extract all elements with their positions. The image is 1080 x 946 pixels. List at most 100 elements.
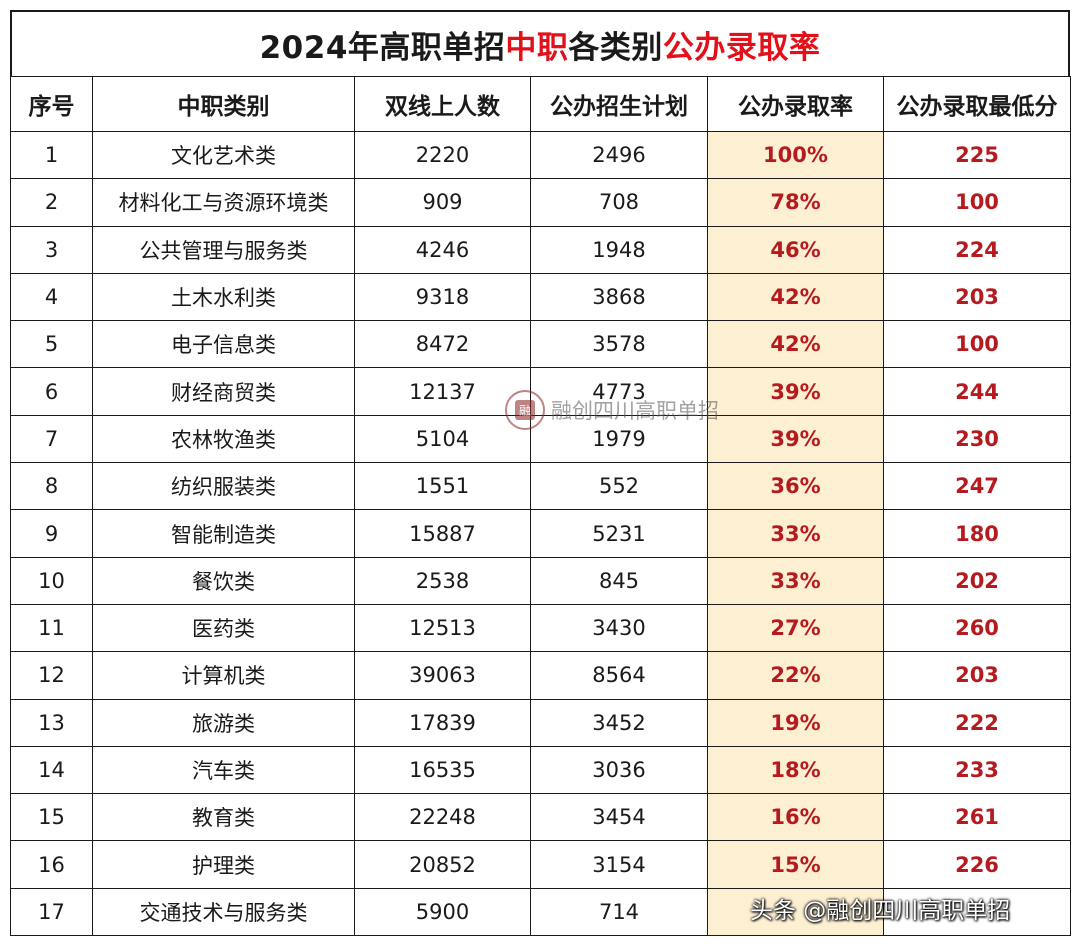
title-part-3: 各类别 [568, 29, 663, 66]
cell-min-score: 244 [883, 367, 1071, 416]
header-min-score: 公办录取最低分 [883, 76, 1071, 132]
cell-no: 11 [10, 603, 93, 653]
cell-no: 3 [10, 225, 93, 274]
cell-online-count: 909 [354, 178, 531, 227]
seal-logo-icon: 融 [505, 390, 545, 430]
title-part-1: 2024年高职单招 [259, 29, 506, 66]
cell-online-count: 2220 [354, 130, 531, 180]
cell-admission-rate [707, 887, 884, 937]
cell-online-count: 5900 [354, 887, 531, 937]
cell-min-score: 203 [883, 272, 1071, 322]
cell-admission-rate: 33% [707, 509, 884, 558]
table-row: 13 旅游类 17839 3452 19% 222 [10, 698, 1071, 747]
cell-min-score: 230 [883, 414, 1071, 464]
table-row: 9 智能制造类 15887 5231 33% 180 [10, 509, 1071, 558]
cell-no: 2 [10, 178, 93, 227]
cell-public-plan: 5231 [530, 509, 708, 558]
cell-public-plan: 1979 [530, 414, 708, 464]
cell-no: 17 [10, 887, 93, 937]
cell-admission-rate: 42% [707, 320, 884, 369]
cell-category: 文化艺术类 [92, 130, 355, 180]
cell-min-score: 222 [883, 698, 1071, 747]
table-row: 10 餐饮类 2538 845 33% 202 [10, 556, 1071, 605]
cell-online-count: 5104 [354, 414, 531, 464]
cell-public-plan: 3578 [530, 320, 708, 369]
cell-public-plan: 552 [530, 462, 708, 511]
cell-admission-rate: 16% [707, 793, 884, 842]
cell-category: 纺织服装类 [92, 462, 355, 511]
header-no: 序号 [10, 76, 93, 132]
cell-min-score: 224 [883, 225, 1071, 274]
cell-admission-rate: 39% [707, 414, 884, 464]
cell-no: 9 [10, 509, 93, 558]
title-part-2: 中职 [505, 29, 569, 66]
header-row: 序号 中职类别 双线上人数 公办招生计划 公办录取率 公办录取最低分 [10, 76, 1071, 132]
cell-category: 交通技术与服务类 [92, 887, 355, 937]
cell-no: 10 [10, 556, 93, 605]
cell-online-count: 12513 [354, 603, 531, 653]
cell-admission-rate: 15% [707, 840, 884, 889]
cell-min-score: 226 [883, 840, 1071, 889]
table-row: 2 材料化工与资源环境类 909 708 78% 100 [10, 178, 1071, 227]
cell-category: 智能制造类 [92, 509, 355, 558]
cell-no: 14 [10, 745, 93, 795]
cell-online-count: 1551 [354, 462, 531, 511]
cell-admission-rate: 19% [707, 698, 884, 747]
table-row: 14 汽车类 16535 3036 18% 233 [10, 745, 1071, 795]
cell-category: 旅游类 [92, 698, 355, 747]
cell-min-score: 100 [883, 178, 1071, 227]
cell-public-plan: 3454 [530, 793, 708, 842]
header-admission-rate: 公办录取率 [707, 76, 884, 132]
cell-online-count: 39063 [354, 651, 531, 700]
cell-min-score [883, 887, 1071, 937]
center-watermark: 融 融创四川高职单招 [505, 390, 719, 430]
cell-no: 1 [10, 130, 93, 180]
cell-min-score: 180 [883, 509, 1071, 558]
cell-online-count: 20852 [354, 840, 531, 889]
source-watermark: 头条 @融创四川高职单招 [750, 898, 1011, 924]
table-row: 1 文化艺术类 2220 2496 100% 225 [10, 130, 1071, 180]
table-row: 15 教育类 22248 3454 16% 261 [10, 793, 1071, 842]
header-category: 中职类别 [92, 76, 355, 132]
table-row: 11 医药类 12513 3430 27% 260 [10, 603, 1071, 653]
cell-online-count: 2538 [354, 556, 531, 605]
table-row: 12 计算机类 39063 8564 22% 203 [10, 651, 1071, 700]
cell-no: 7 [10, 414, 93, 464]
table-body: 1 文化艺术类 2220 2496 100% 225 2 材料化工与资源环境类 909 708 78… [10, 130, 1071, 937]
cell-public-plan: 3154 [530, 840, 708, 889]
cell-no: 16 [10, 840, 93, 889]
table-row: 5 电子信息类 8472 3578 42% 100 [10, 320, 1071, 369]
watermark-text: 融创四川高职单招 [551, 399, 719, 423]
cell-no: 6 [10, 367, 93, 416]
cell-category: 土木水利类 [92, 272, 355, 322]
cell-admission-rate: 46% [707, 225, 884, 274]
cell-public-plan: 8564 [530, 651, 708, 700]
cell-public-plan: 708 [530, 178, 708, 227]
cell-min-score: 247 [883, 462, 1071, 511]
cell-admission-rate: 100% [707, 130, 884, 180]
cell-no: 5 [10, 320, 93, 369]
cell-category: 汽车类 [92, 745, 355, 795]
table-row: 8 纺织服装类 1551 552 36% 247 [10, 462, 1071, 511]
cell-min-score: 225 [883, 130, 1071, 180]
cell-admission-rate: 78% [707, 178, 884, 227]
cell-category: 公共管理与服务类 [92, 225, 355, 274]
table-row: 6 财经商贸类 12137 4773 39% 244 [10, 367, 1071, 416]
cell-min-score: 100 [883, 320, 1071, 369]
cell-public-plan: 3430 [530, 603, 708, 653]
table-row: 17 交通技术与服务类 5900 714 [10, 887, 1071, 937]
cell-category: 材料化工与资源环境类 [92, 178, 355, 227]
cell-public-plan: 845 [530, 556, 708, 605]
cell-online-count: 9318 [354, 272, 531, 322]
cell-category: 计算机类 [92, 651, 355, 700]
cell-category: 财经商贸类 [92, 367, 355, 416]
cell-category: 餐饮类 [92, 556, 355, 605]
cell-no: 12 [10, 651, 93, 700]
cell-public-plan: 3036 [530, 745, 708, 795]
cell-online-count: 16535 [354, 745, 531, 795]
cell-category: 教育类 [92, 793, 355, 842]
cell-no: 8 [10, 462, 93, 511]
cell-admission-rate: 22% [707, 651, 884, 700]
cell-online-count: 15887 [354, 509, 531, 558]
cell-online-count: 17839 [354, 698, 531, 747]
